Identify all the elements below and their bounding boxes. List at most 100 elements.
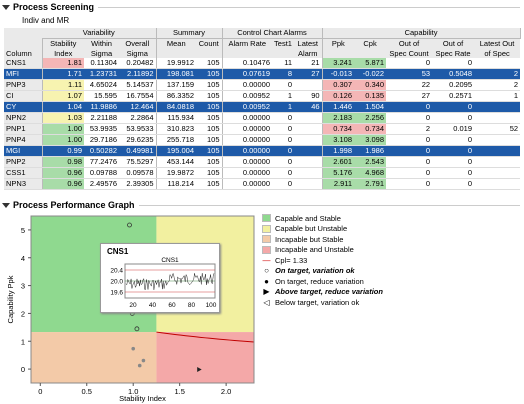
table-cell: 27 (386, 90, 433, 102)
group-variability: Variability (42, 28, 157, 39)
header-top-5[interactable]: Count (196, 38, 223, 48)
mini-control-chart: CNS1 20.4 20.0 19.6 20 40 60 80 100 (110, 257, 216, 309)
swatch-capable-unstable (262, 224, 271, 233)
table-cell: 5.871 (354, 58, 387, 69)
header-top-12[interactable]: Out of (432, 38, 475, 48)
region-incapable-unstable (156, 332, 254, 383)
table-cell: 77.2476 (84, 156, 119, 168)
header-bottom-10[interactable] (354, 48, 387, 58)
table-cell: 0 (432, 112, 475, 124)
table-cell: 3.098 (354, 134, 387, 146)
table-cell: 0.2095 (432, 79, 475, 91)
header-bottom-6[interactable] (222, 48, 272, 58)
header-bottom-13[interactable]: of Spec (474, 48, 521, 58)
section-title: Process Screening (13, 2, 95, 12)
x-tick-label: 0.5 (82, 387, 92, 396)
table-cell: 1 (474, 90, 521, 102)
header-bottom-7[interactable] (272, 48, 294, 58)
header-top-6[interactable]: Alarm Rate (222, 38, 272, 48)
table-row[interactable]: PNP1 1.00 53.9935 53.9533 310.823 105 0.00000 0… (4, 123, 521, 135)
table-cell: 105 (196, 123, 223, 135)
header-top-1[interactable]: Stability (42, 38, 84, 48)
table-cell: CI (4, 90, 43, 102)
header-bottom-3[interactable]: Sigma (119, 48, 157, 58)
table-cell: MGI (4, 145, 43, 157)
disclosure-icon[interactable] (2, 4, 10, 10)
table-cell: 2 (386, 123, 433, 135)
table-row[interactable]: CNS1 1.81 0.11304 0.20482 19.9912 105 0.10476 1… (4, 58, 521, 69)
table-cell: 0.96 (42, 167, 84, 179)
table-cell: 105 (196, 101, 223, 113)
y-tick-label: 2 (21, 309, 25, 318)
table-row[interactable]: CI 1.07 15.595 16.7554 86.3352 105 0.00952 1 90 0… (4, 90, 521, 102)
legend-on-target-ok: On target, variation ok (275, 266, 355, 276)
table-cell: 8 (272, 68, 294, 80)
x-axis-label: Stability Index (119, 394, 166, 403)
legend-cpl: Cpl= 1.33 (275, 255, 308, 265)
legend-below-target: Below target, variation ok (275, 297, 360, 307)
table-cell: 0 (386, 112, 433, 124)
table-cell (294, 178, 323, 190)
table-cell: 1.04 (42, 101, 84, 113)
header-bottom-9[interactable] (322, 48, 355, 58)
table-cell: 12.464 (119, 101, 157, 113)
table-cell: 0.00952 (222, 90, 272, 102)
table-row[interactable]: PNP3 1.11 4.65024 5.14537 137.159 105 0.00000 0… (4, 79, 521, 91)
header-top-13[interactable]: Latest Out (474, 38, 521, 48)
table-cell: 1 (272, 101, 294, 113)
line-icon: — (262, 255, 271, 265)
header-top-0[interactable] (4, 38, 43, 48)
process-screening-header[interactable]: Process Screening (0, 1, 524, 13)
header-top-7[interactable]: Test1 (272, 38, 294, 48)
y-tick-label: 4 (21, 254, 25, 263)
table-cell: 29.6235 (119, 134, 157, 146)
table-cell (294, 134, 323, 146)
header-bottom-8[interactable]: Alarm (294, 48, 323, 58)
table-cell: 0 (272, 79, 294, 91)
header-bottom-5[interactable] (196, 48, 223, 58)
subtitle: Indiv and MR (22, 16, 70, 25)
header-bottom-12[interactable]: Spec Rate (432, 48, 475, 58)
header-bottom-1[interactable]: Index (42, 48, 84, 58)
table-cell: 2.2864 (119, 112, 157, 124)
header-top-10[interactable]: Cpk (354, 38, 387, 48)
table-cell: 0.07619 (222, 68, 272, 80)
header-top-11[interactable]: Out of (386, 38, 433, 48)
header-bottom-2[interactable]: Sigma (84, 48, 119, 58)
table-cell: 19.9872 (156, 167, 196, 179)
table-cell: 0 (272, 123, 294, 135)
data-point (141, 358, 146, 363)
table-row[interactable]: NPN3 0.96 2.49576 2.39305 118.214 105 0.00000 0… (4, 178, 521, 190)
table-cell: 0.340 (354, 79, 387, 91)
header-bottom-0[interactable]: Column (4, 48, 43, 58)
data-point (127, 222, 132, 228)
mini-y-tick: 20.0 (110, 279, 123, 286)
header-top-3[interactable]: Overall (119, 38, 157, 48)
header-top-8[interactable]: Latest (294, 38, 323, 48)
table-cell: 29.7186 (84, 134, 119, 146)
table-row[interactable]: MFI 1.71 1.23731 2.11892 198.081 105 0.07619 8 2… (4, 68, 521, 80)
table-row[interactable]: NPN2 1.03 2.21188 2.2864 115.934 105 0.00000 0 2… (4, 112, 521, 124)
hover-chart-tooltip: CNS1 CNS1 20.4 20.0 19.6 20 40 60 80 100 (100, 243, 220, 313)
disclosure-icon[interactable] (2, 202, 10, 208)
x-tick-label: 1.5 (174, 387, 184, 396)
header-top-9[interactable]: Ppk (322, 38, 355, 48)
table-cell: 0.00000 (222, 178, 272, 190)
table-cell: 21 (294, 58, 323, 69)
table-cell: 2.791 (354, 178, 387, 190)
table-cell: 0.00952 (222, 101, 272, 113)
table-row[interactable]: PNP2 0.98 77.2476 75.5297 453.144 105 0.00000 0… (4, 156, 521, 168)
performance-graph-header[interactable]: Process Performance Graph (0, 199, 524, 211)
table-cell: 0 (432, 134, 475, 146)
table-row[interactable]: PNP4 1.00 29.7186 29.6235 255.718 105 0.00000 0… (4, 134, 521, 146)
table-row[interactable]: CY 1.04 11.9886 12.464 84.0818 105 0.00952 1 46 1… (4, 101, 521, 113)
header-top-2[interactable]: Within (84, 38, 119, 48)
header-top-4[interactable]: Mean (156, 38, 196, 48)
table-row[interactable]: MGI 0.99 0.50282 0.49981 195.004 105 0.00000 0 1… (4, 145, 521, 157)
mini-y-tick: 19.6 (110, 290, 123, 297)
table-row[interactable]: CSS1 0.96 0.09788 0.09578 19.9872 105 0.00000 0… (4, 167, 521, 179)
group-alarms: Control Chart Alarms (222, 28, 323, 39)
header-bottom-4[interactable] (156, 48, 196, 58)
table-cell: 198.081 (156, 68, 196, 80)
header-bottom-11[interactable]: Spec Count (386, 48, 433, 58)
